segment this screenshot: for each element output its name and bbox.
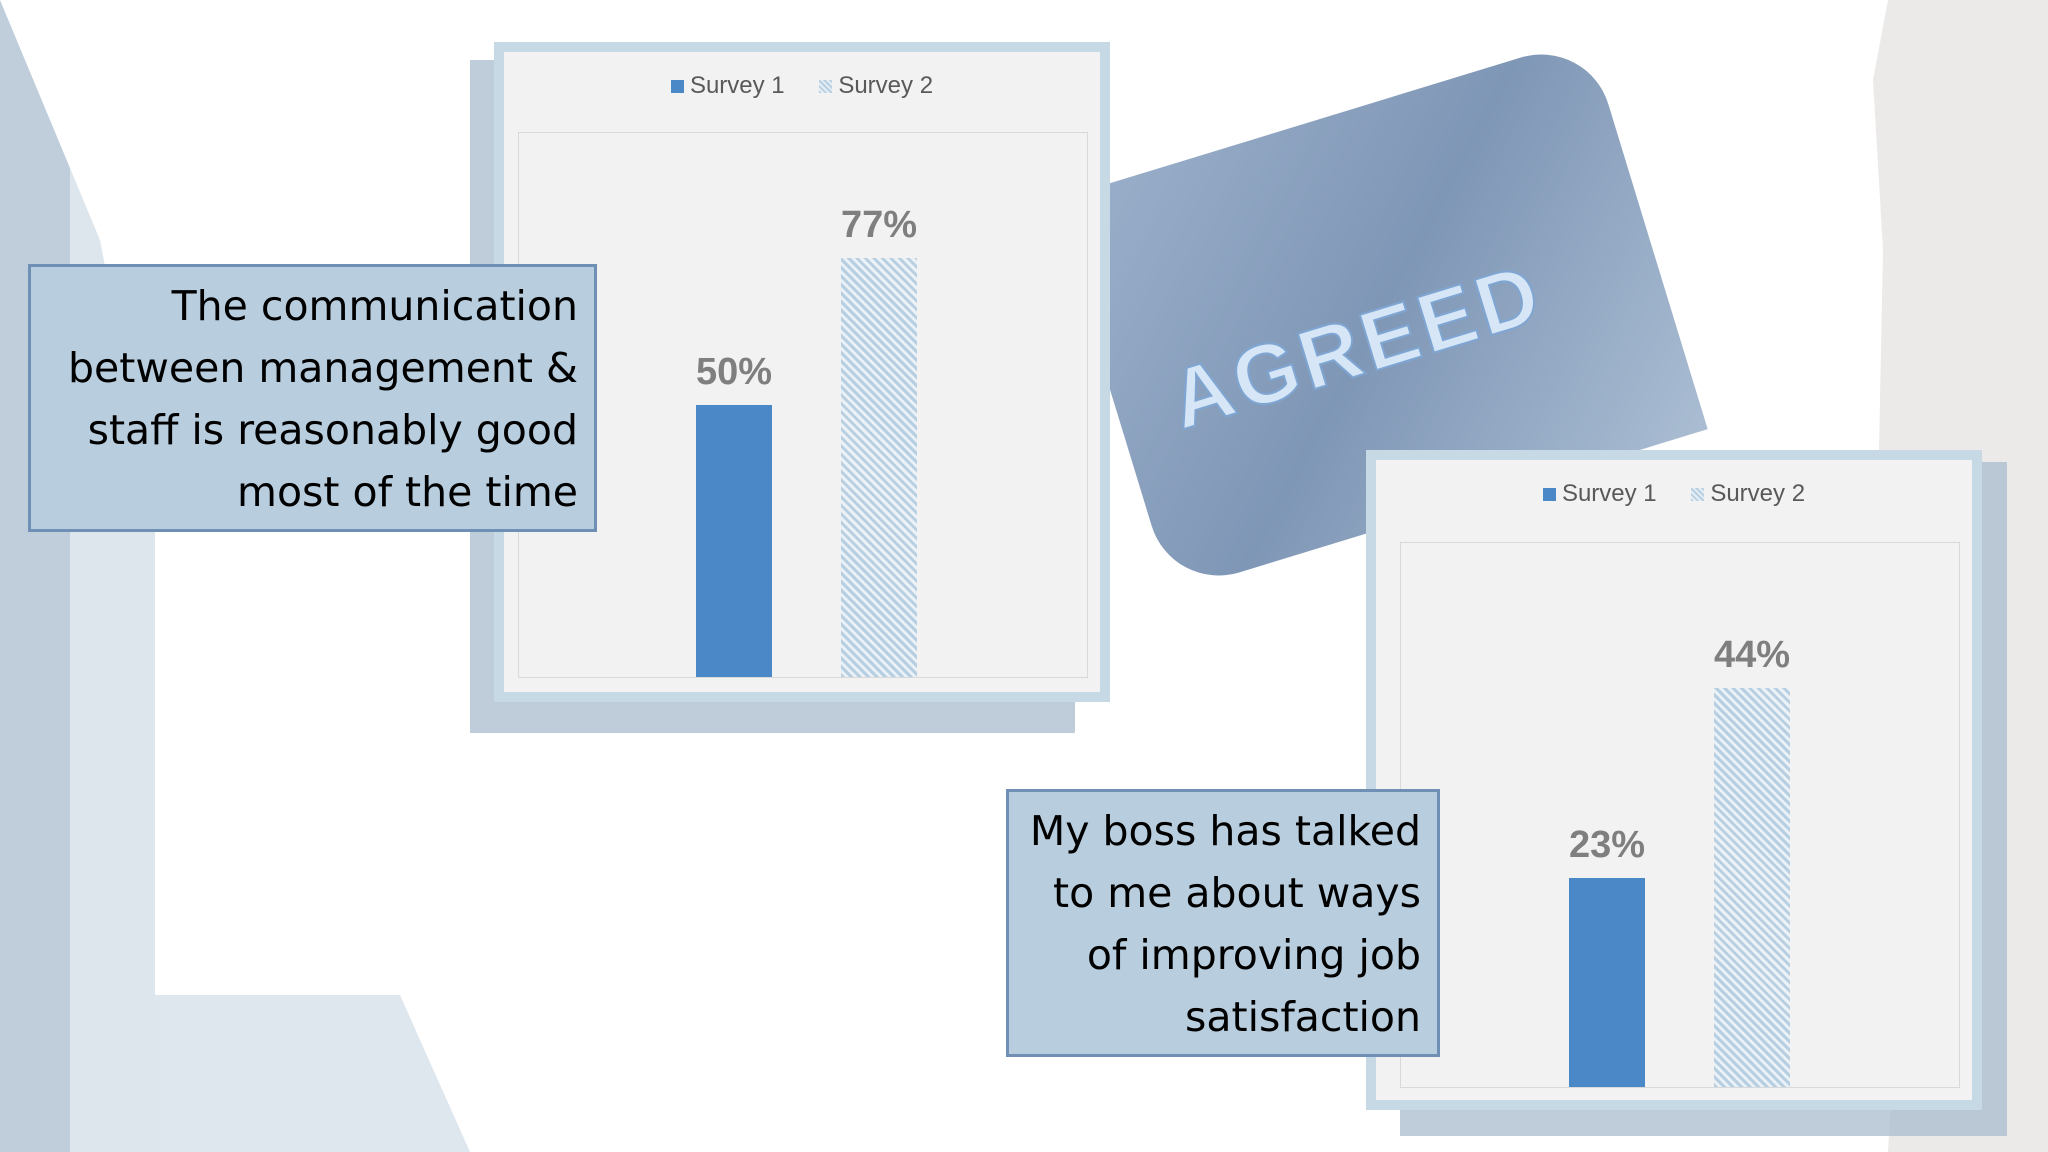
chart2-legend-survey2: Survey 2 [1691, 480, 1805, 508]
chart1-data-label-survey2: 77% [840, 204, 918, 247]
chart1-legend: Survey 1 Survey 2 [504, 72, 1100, 100]
chart1-legend-survey1-label: Survey 1 [689, 72, 785, 99]
chart1-legend-survey2: Survey 2 [819, 72, 933, 100]
survey1-swatch [670, 80, 684, 94]
chart2-legend: Survey 1 Survey 2 [1376, 480, 1972, 508]
chart1-legend-survey1: Survey 1 [670, 72, 785, 100]
chart2-question-box: My boss has talked to me about ways of i… [1006, 789, 1440, 1057]
chart2-plot-area: 23% 44% [1400, 542, 1960, 1088]
chart2-bar-survey2 [1714, 688, 1790, 1087]
chart2-data-label-survey1: 23% [1568, 824, 1646, 867]
survey2-swatch [1691, 488, 1705, 502]
chart1-question-box: The communication between management & s… [28, 264, 597, 532]
chart2-legend-survey1: Survey 1 [1542, 480, 1657, 508]
chart1-bar-survey1 [696, 405, 772, 677]
chart2-bar-survey1 [1569, 878, 1645, 1087]
chart1-plot-area: 50% 77% [518, 132, 1088, 678]
survey1-swatch [1542, 488, 1556, 502]
survey2-swatch [819, 80, 833, 94]
chart1-card: Survey 1 Survey 2 50% 77% [494, 42, 1110, 702]
chart1-data-label-survey1: 50% [695, 351, 773, 393]
chart1-legend-survey2-label: Survey 2 [838, 72, 934, 99]
chart2-legend-survey1-label: Survey 1 [1561, 480, 1657, 507]
chart1-bar-survey2 [841, 258, 917, 677]
chart2-data-label-survey2: 44% [1713, 634, 1791, 677]
chart2-legend-survey2-label: Survey 2 [1710, 480, 1806, 507]
chart2-card: Survey 1 Survey 2 23% 44% [1366, 450, 1982, 1110]
